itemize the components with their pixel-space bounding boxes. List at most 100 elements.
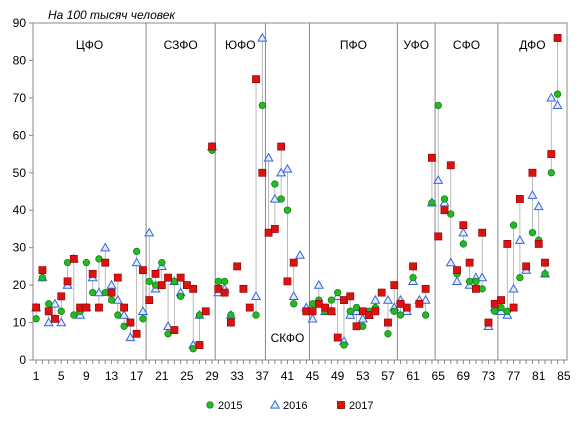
data-point-2015 xyxy=(352,303,361,312)
chart-title: На 100 тысяч человек xyxy=(48,8,176,22)
data-point-2016 xyxy=(137,306,149,315)
data-point-2017 xyxy=(245,303,254,312)
data-point-2015 xyxy=(189,345,197,353)
data-point-2015 xyxy=(283,206,292,214)
x-tick-label: 73 xyxy=(482,369,496,383)
data-point-2016 xyxy=(163,321,174,330)
data-point-2017 xyxy=(327,307,336,316)
y-tick-label: 90 xyxy=(13,16,27,30)
data-point-2017 xyxy=(176,273,185,282)
data-point-2016 xyxy=(527,190,538,199)
y-tick-label: 10 xyxy=(13,316,27,330)
data-point-2015 xyxy=(82,258,91,267)
data-point-2017 xyxy=(164,273,172,282)
x-tick-label: 57 xyxy=(381,369,395,383)
data-point-2017 xyxy=(553,34,562,42)
data-point-2017 xyxy=(409,262,417,271)
data-point-2015 xyxy=(409,273,417,282)
data-point-2015 xyxy=(516,273,524,282)
x-tick-label: 49 xyxy=(331,369,345,383)
data-point-2017 xyxy=(503,240,512,248)
data-point-2015 xyxy=(359,322,367,330)
district-labels: ЦФО СЗФО ЮФО СКФО ПФО УФО СФО ДФО xyxy=(76,38,546,345)
data-point-2016 xyxy=(263,152,274,162)
data-point-2015 xyxy=(120,322,128,330)
data-point-2015 xyxy=(440,195,449,203)
data-point-2015 xyxy=(434,101,442,110)
data-point-2017 xyxy=(195,341,204,349)
data-point-2017 xyxy=(352,322,361,331)
x-tick-label: 61 xyxy=(406,369,420,383)
data-point-2016 xyxy=(451,276,463,286)
data-point-2015 xyxy=(421,311,430,319)
data-point-2016 xyxy=(533,201,544,211)
data-point-2015 xyxy=(57,307,65,315)
data-point-2015 xyxy=(158,258,166,267)
data-point-2017 xyxy=(95,303,103,312)
data-point-2015 xyxy=(390,307,398,315)
data-point-2015 xyxy=(553,90,562,98)
legend-item: 2016 xyxy=(269,399,307,412)
data-point-2015 xyxy=(133,247,141,256)
plot-border xyxy=(32,22,568,361)
data-point-2017 xyxy=(113,273,122,282)
y-tick-label: 30 xyxy=(13,241,27,255)
data-point-2015 xyxy=(32,315,40,323)
data-point-2017 xyxy=(120,303,128,312)
data-point-2015 xyxy=(70,311,78,319)
data-point-2015 xyxy=(528,229,537,237)
data-point-2017 xyxy=(472,284,480,293)
data-point-2017 xyxy=(509,303,518,312)
x-tick-label: 41 xyxy=(281,369,295,383)
data-point-2015 xyxy=(384,330,392,338)
legend-label: 2016 xyxy=(283,400,307,412)
plot-area xyxy=(32,22,568,361)
data-point-2017 xyxy=(252,75,260,84)
data-point-2015 xyxy=(277,195,285,203)
x-tick-label: 69 xyxy=(457,369,471,383)
data-point-2017 xyxy=(515,195,524,203)
data-point-2017 xyxy=(44,307,53,316)
data-point-2017 xyxy=(107,288,116,297)
data-point-2016 xyxy=(420,294,431,304)
legend-label: 2017 xyxy=(349,400,373,412)
data-point-2015 xyxy=(459,240,467,248)
data-point-2016 xyxy=(43,317,54,327)
data-point-2015 xyxy=(447,210,455,218)
data-point-2015 xyxy=(346,307,354,315)
data-point-2017 xyxy=(157,281,166,290)
data-point-2017 xyxy=(484,318,493,327)
data-point-2015 xyxy=(497,303,505,312)
data-point-2015 xyxy=(63,258,72,267)
data-point-2015 xyxy=(220,277,229,286)
data-point-2015 xyxy=(503,307,511,315)
x-tick-label: 33 xyxy=(230,369,244,383)
data-point-2015 xyxy=(428,199,436,207)
data-point-2016 xyxy=(100,242,111,252)
data-point-2017 xyxy=(88,269,97,278)
y-tick-label: 40 xyxy=(13,203,27,217)
data-point-2017 xyxy=(226,318,235,327)
district-label: СФО xyxy=(453,38,480,52)
data-point-2017 xyxy=(446,161,455,170)
data-point-2016 xyxy=(514,234,525,244)
legend-marker xyxy=(206,401,214,409)
data-point-2015 xyxy=(107,296,116,304)
x-tick-label: 29 xyxy=(205,369,219,383)
data-point-2017 xyxy=(145,296,154,304)
data-point-2015 xyxy=(164,330,172,338)
legend: 2015 2016 2017 xyxy=(206,399,373,412)
data-point-2015 xyxy=(547,169,555,177)
data-point-2015 xyxy=(227,311,235,319)
x-tick-label: 45 xyxy=(306,369,320,383)
data-point-2016 xyxy=(49,298,61,308)
data-point-2017 xyxy=(126,318,135,327)
data-point-2016 xyxy=(313,279,324,289)
data-point-2017 xyxy=(51,314,59,323)
data-point-2017 xyxy=(377,288,386,297)
data-point-2017 xyxy=(270,225,279,233)
data-point-2015 xyxy=(170,277,179,286)
y-tick-label: 0 xyxy=(19,353,26,367)
data-point-2016 xyxy=(508,283,519,293)
